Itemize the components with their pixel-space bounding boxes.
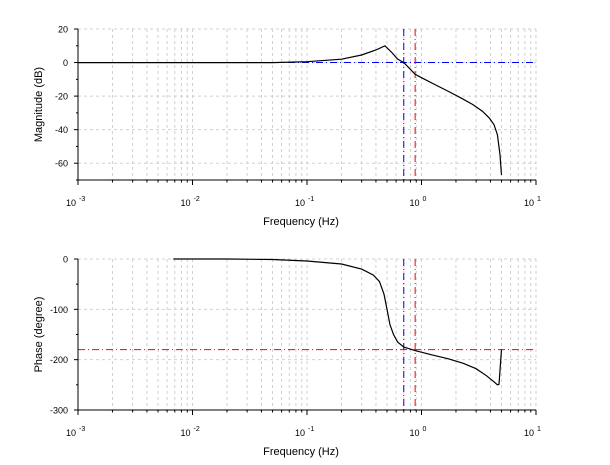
y-tick-label: -60 (55, 159, 68, 169)
y-tick-label: -40 (55, 125, 68, 135)
x-tick-label: 10 (180, 428, 190, 438)
x-tick-label: 10 (180, 198, 190, 208)
x-tick-label: 10 (409, 198, 419, 208)
series-line (78, 45, 503, 176)
x-tick-exponent: 1 (537, 196, 541, 203)
y-tick-label: 0 (63, 255, 68, 265)
y-tick-label: 0 (63, 58, 68, 68)
x-tick-label: 10 (409, 428, 419, 438)
x-tick-exponent: -2 (194, 196, 200, 203)
x-tick-label: 10 (524, 428, 534, 438)
x-tick-label: 10 (66, 428, 76, 438)
x-tick-exponent: 1 (537, 426, 541, 433)
x-axis-label: Frequency (Hz) (263, 446, 339, 458)
x-tick-label: 10 (66, 198, 76, 208)
y-tick-label: -300 (50, 406, 68, 416)
x-tick-exponent: 0 (423, 426, 427, 433)
x-tick-label: 10 (295, 198, 305, 208)
x-tick-exponent: -2 (194, 426, 200, 433)
y-tick-label: -100 (50, 305, 68, 315)
x-tick-exponent: -3 (79, 196, 85, 203)
y-tick-label: 20 (58, 25, 68, 35)
x-tick-exponent: -1 (308, 426, 314, 433)
y-axis-label: Magnitude (dB) (33, 67, 45, 142)
y-axis-label: Phase (degree) (33, 297, 45, 373)
x-tick-exponent: -3 (79, 426, 85, 433)
y-tick-label: -20 (55, 92, 68, 102)
y-tick-label: -200 (50, 355, 68, 365)
x-tick-label: 10 (524, 198, 534, 208)
x-tick-exponent: 0 (423, 196, 427, 203)
x-tick-label: 10 (295, 428, 305, 438)
x-axis-label: Frequency (Hz) (263, 216, 339, 228)
series-line (173, 258, 503, 386)
x-tick-exponent: -1 (308, 196, 314, 203)
